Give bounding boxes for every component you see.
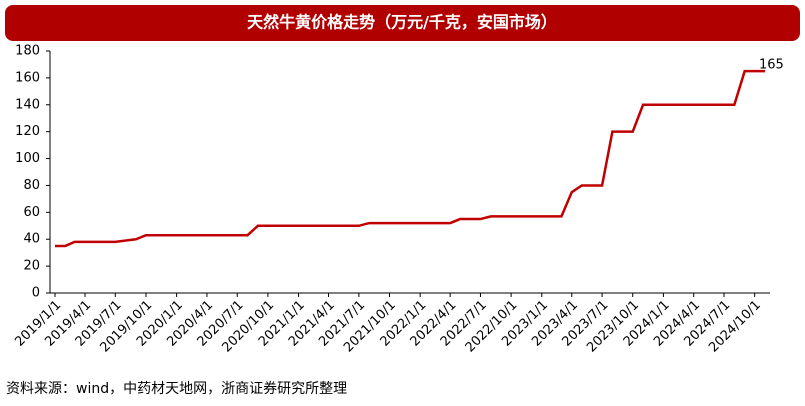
y-tick-label: 40 — [23, 232, 40, 247]
data-label: 165 — [759, 58, 784, 73]
y-tick-label: 140 — [15, 97, 40, 112]
y-tick-label: 100 — [15, 151, 40, 166]
title-bar — [5, 5, 800, 41]
y-tick-label: 20 — [23, 259, 40, 274]
y-tick-label: 60 — [23, 205, 40, 220]
chart-title: 天然牛黄价格走势（万元/千克，安国市场） — [247, 13, 557, 32]
y-tick-label: 120 — [15, 124, 40, 139]
y-tick-label: 0 — [32, 286, 40, 301]
y-tick-label: 160 — [15, 70, 40, 85]
data-line — [55, 69, 765, 248]
y-tick-label: 180 — [15, 44, 40, 59]
y-tick-label: 80 — [23, 178, 40, 193]
source-note: 资料来源：wind，中药材天地网，浙商证券研究所整理 — [6, 381, 347, 397]
